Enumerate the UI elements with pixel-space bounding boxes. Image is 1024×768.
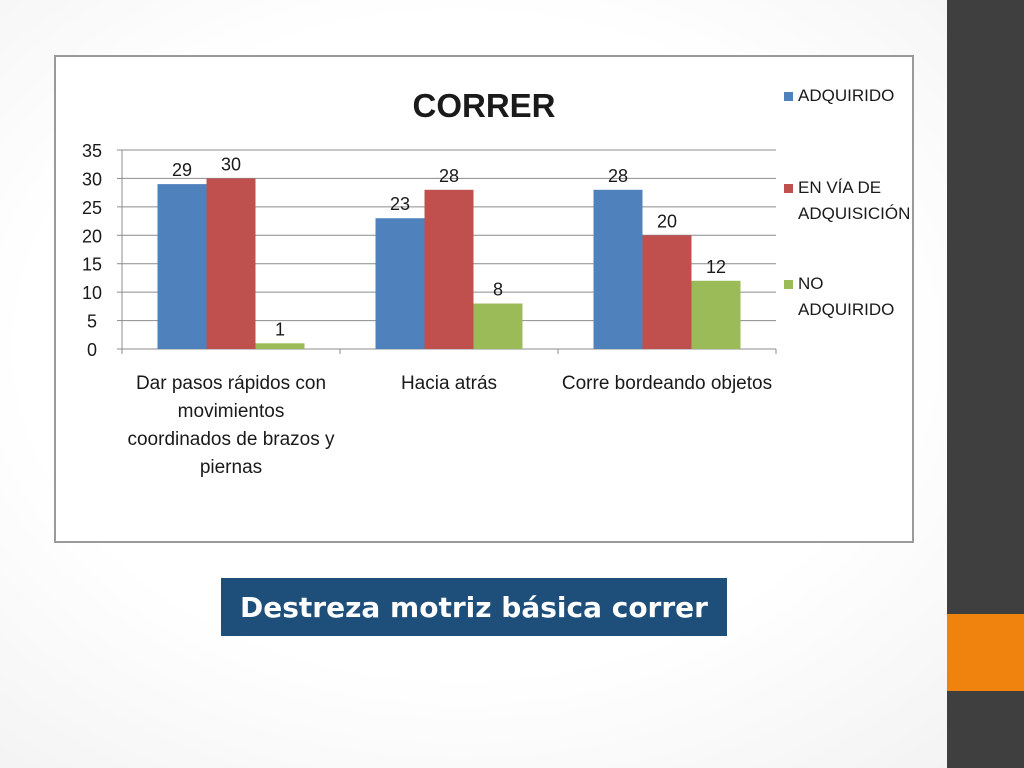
x-tick-label: movimientos bbox=[178, 401, 285, 422]
bar bbox=[424, 189, 474, 349]
data-label: 1 bbox=[275, 319, 285, 339]
x-tick-label: piernas bbox=[200, 457, 262, 478]
bar bbox=[375, 218, 425, 349]
legend-label: EN VÍA DE bbox=[798, 178, 881, 197]
chart-title: CORRER bbox=[412, 87, 555, 124]
y-tick-label: 20 bbox=[82, 226, 102, 246]
bar bbox=[691, 280, 741, 349]
data-label: 12 bbox=[706, 257, 726, 277]
bar bbox=[255, 343, 305, 349]
x-tick-label: Hacia atrás bbox=[401, 373, 497, 394]
y-tick-label: 0 bbox=[87, 340, 97, 360]
x-tick-label: Corre bordeando objetos bbox=[562, 373, 772, 394]
bar bbox=[206, 178, 256, 349]
y-tick-label: 35 bbox=[82, 141, 102, 161]
sidebar-accent-block bbox=[947, 614, 1024, 691]
legend-label: ADQUISICIÓN bbox=[798, 204, 910, 223]
legend-label: ADQUIRIDO bbox=[798, 300, 894, 319]
y-tick-label: 10 bbox=[82, 283, 102, 303]
bar-chart: CORRER 0 5 10 15 20 25 30 35 29 23 28 30 28 20 1 8 12 Dar … bbox=[82, 86, 910, 478]
legend-swatch bbox=[784, 280, 793, 289]
x-tick-label: coordinados de brazos y bbox=[127, 429, 335, 450]
legend-label: ADQUIRIDO bbox=[798, 86, 894, 105]
data-label: 20 bbox=[657, 211, 677, 231]
y-tick-label: 5 bbox=[87, 312, 97, 332]
x-tick-label: Dar pasos rápidos con bbox=[136, 373, 326, 394]
caption-banner: Destreza motriz básica correr bbox=[221, 578, 727, 636]
bar bbox=[642, 235, 692, 349]
legend-swatch bbox=[784, 92, 793, 101]
data-label: 8 bbox=[493, 280, 503, 300]
bar bbox=[157, 184, 207, 349]
data-label: 23 bbox=[390, 194, 410, 214]
bar bbox=[593, 189, 643, 349]
data-label: 28 bbox=[439, 166, 459, 186]
legend-swatch bbox=[784, 184, 793, 193]
chart-frame: CORRER 0 5 10 15 20 25 30 35 29 23 28 30 28 20 1 8 12 Dar … bbox=[54, 55, 914, 543]
bar bbox=[473, 303, 523, 349]
data-label: 30 bbox=[221, 154, 241, 174]
y-tick-label: 15 bbox=[82, 255, 102, 275]
y-tick-label: 25 bbox=[82, 198, 102, 218]
data-label: 28 bbox=[608, 166, 628, 186]
y-tick-label: 30 bbox=[82, 169, 102, 189]
legend-label: NO bbox=[798, 274, 824, 293]
data-label: 29 bbox=[172, 160, 192, 180]
